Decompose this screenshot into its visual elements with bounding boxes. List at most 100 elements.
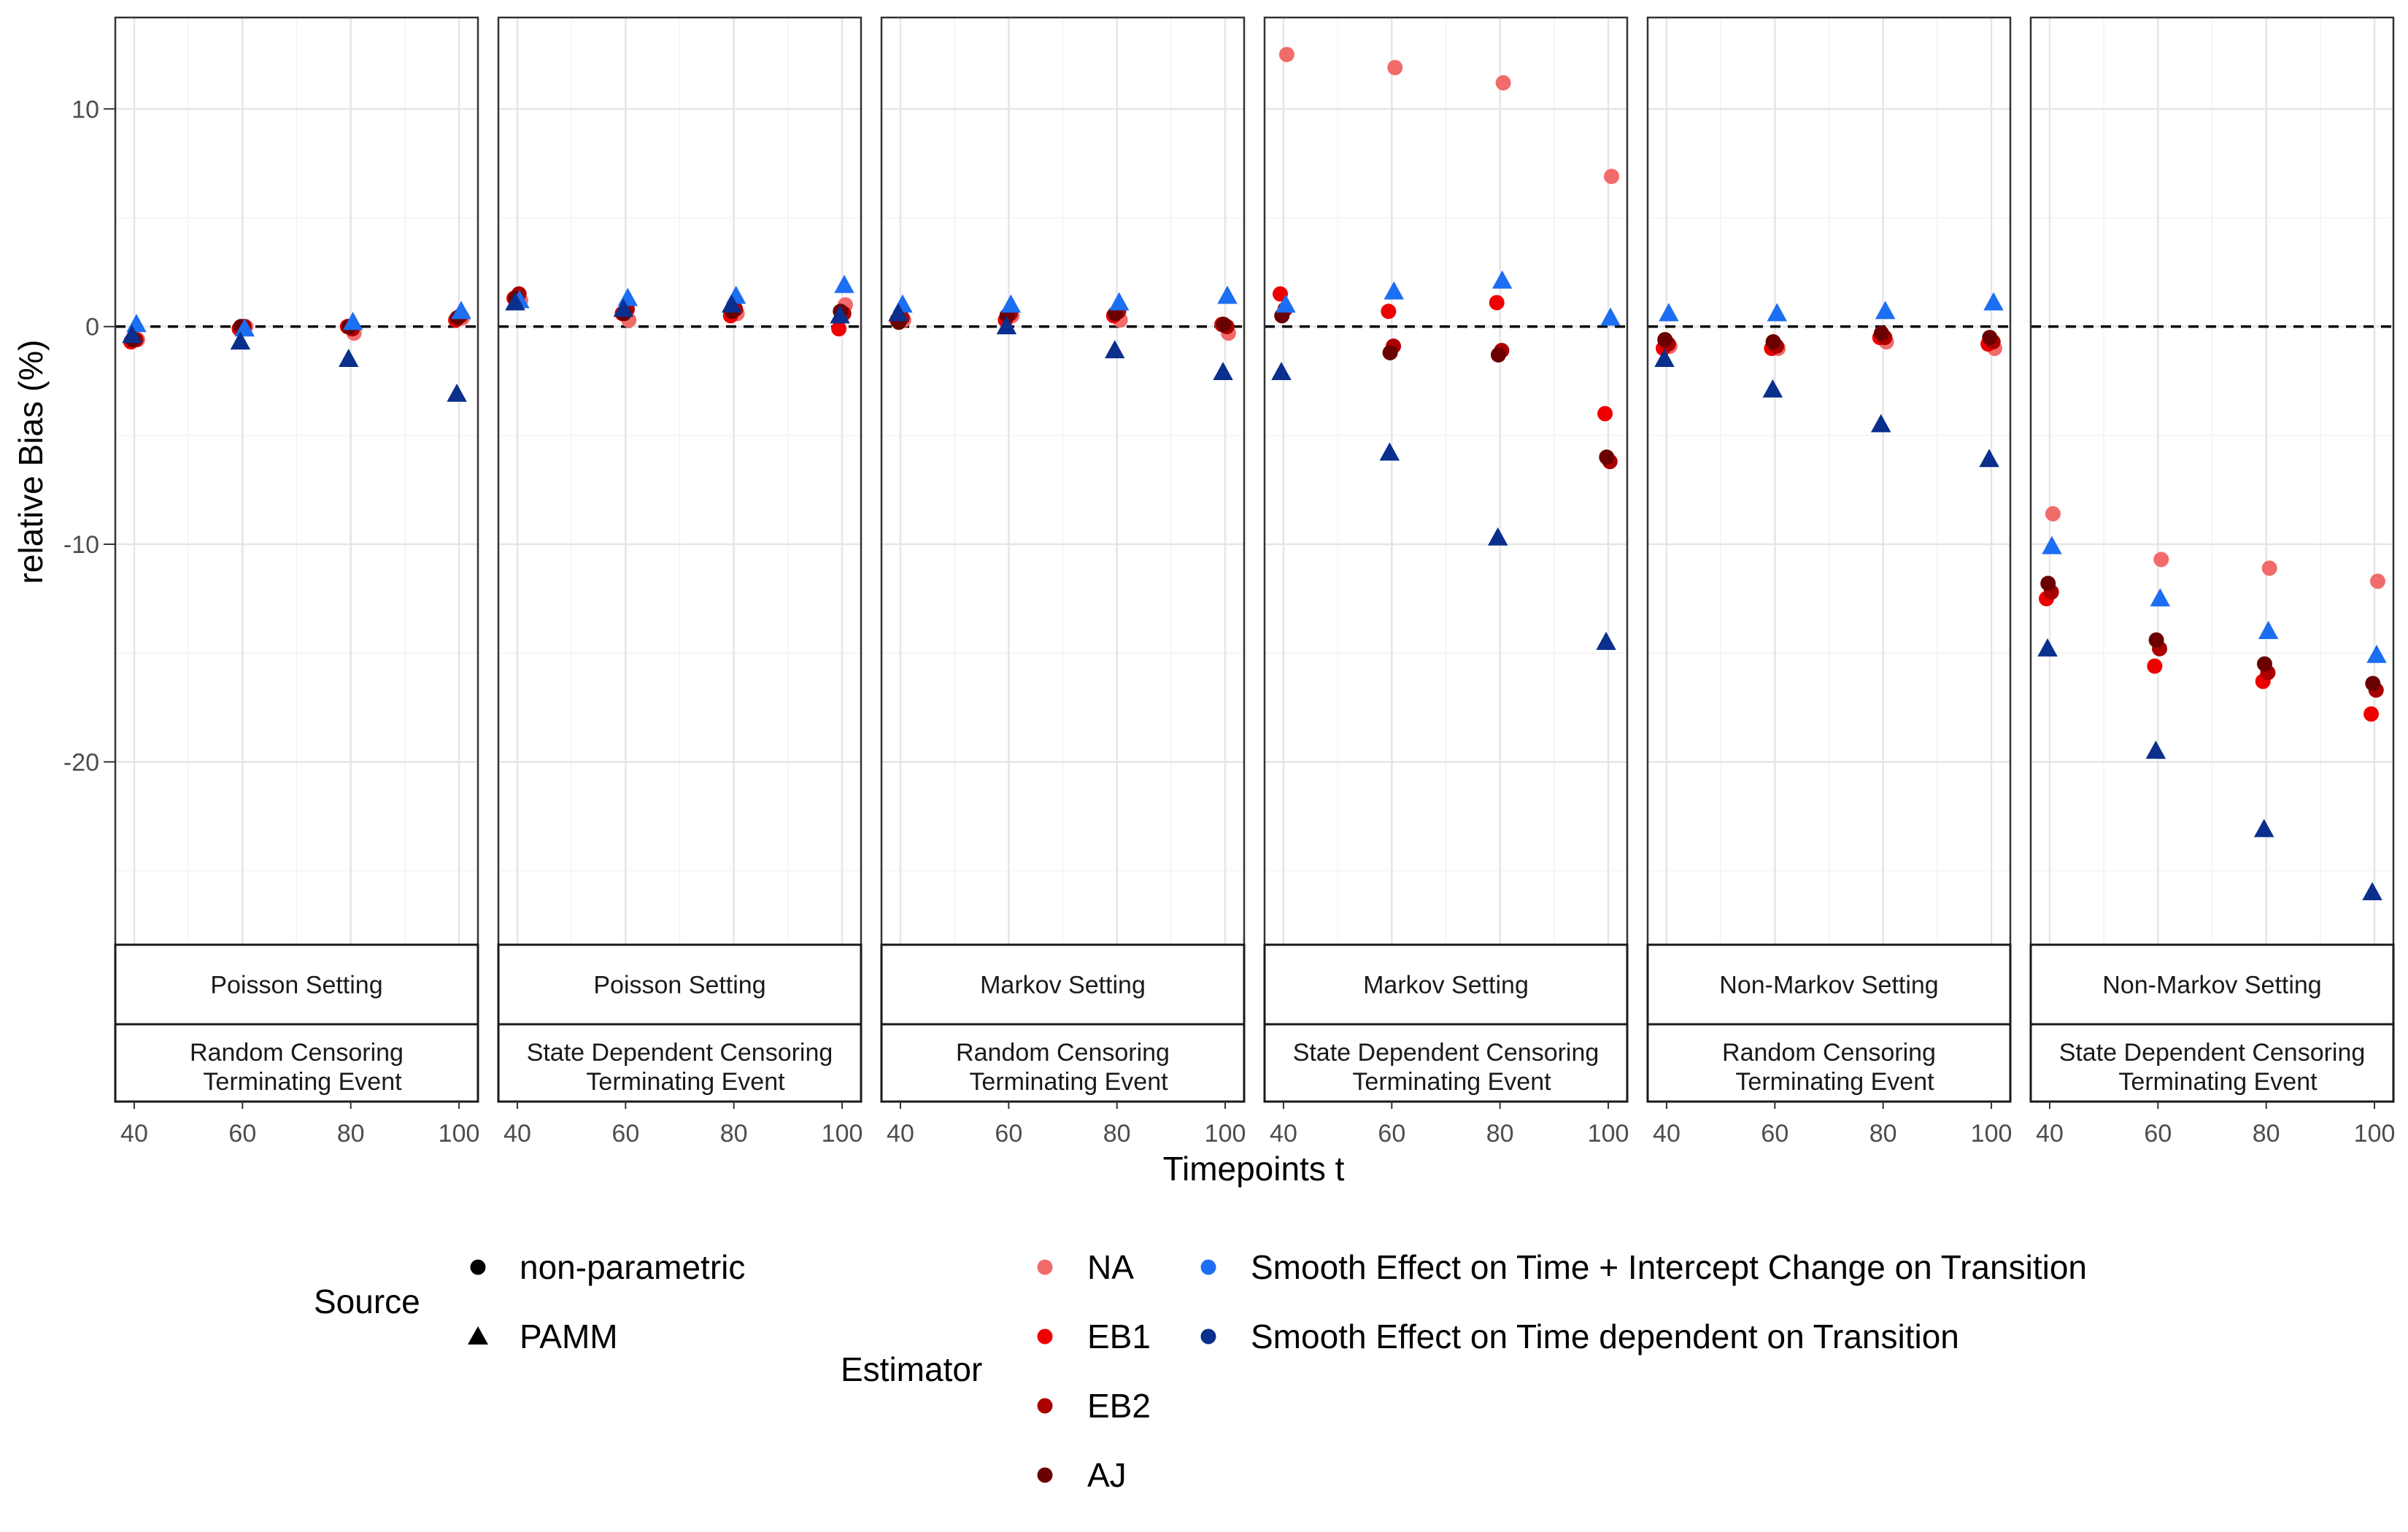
- data-point-smooth-effect-on-time-dependent-on-transition: [1213, 361, 1233, 380]
- data-point-smooth-effect-on-time-dependent-on-transition: [613, 298, 634, 317]
- x-tick-label: 40: [120, 1120, 148, 1148]
- strip-bottom-box: [114, 1023, 479, 1103]
- data-point-aj: [1765, 334, 1781, 350]
- data-point-smooth-effect-on-time-dependent-on-transition: [888, 303, 908, 322]
- data-point-eb1: [2363, 706, 2380, 722]
- data-point-smooth-effect-on-time-intercept-change-on-transition: [1492, 270, 1513, 289]
- data-point-smooth-effect-on-time-dependent-on-transition: [447, 383, 467, 402]
- y-axis-title: relative Bias (%): [12, 340, 50, 584]
- data-point-aj: [1657, 332, 1673, 348]
- strip-top-box: [880, 943, 1246, 1026]
- x-tick-label: 80: [1486, 1120, 1514, 1148]
- data-point-smooth-effect-on-time-dependent-on-transition: [830, 305, 850, 324]
- legend-estimator-entries: NA EB1 EB2 AJ Smooth Effect on Time + Interc…: [1037, 1248, 2087, 1494]
- data-point-aj: [1599, 449, 1615, 465]
- y-axis: 10 0 -10 -20: [63, 96, 115, 776]
- strip-bottom-label-line2: Terminating Event: [203, 1068, 402, 1096]
- data-point-smooth-effect-on-time-intercept-change-on-transition: [1384, 281, 1405, 300]
- strip-bottom-label-line2: Terminating Event: [1735, 1068, 1934, 1096]
- legend-key-smooth-effect-on-time-dependent-on-transition: [1200, 1328, 1216, 1345]
- legend-key-na: [1037, 1259, 1053, 1275]
- data-point-smooth-effect-on-time-intercept-change-on-transition: [2042, 535, 2062, 554]
- data-point-na: [1603, 169, 1619, 185]
- legend-label-na: NA: [1087, 1248, 1134, 1286]
- y-tick-label: 10: [72, 96, 99, 123]
- x-tick-label: 80: [337, 1120, 365, 1148]
- legend-key-eb2: [1037, 1398, 1053, 1414]
- data-point-aj: [1382, 344, 1398, 360]
- data-point-smooth-effect-on-time-dependent-on-transition: [2145, 740, 2166, 759]
- data-point-aj: [2256, 656, 2272, 672]
- strip-bottom-box: [2029, 1023, 2395, 1103]
- y-tick-label: -20: [63, 748, 99, 776]
- data-point-eb1: [2147, 658, 2163, 674]
- strip-top-label: Non-Markov Setting: [1719, 972, 1938, 999]
- x-tick-label: 40: [503, 1120, 531, 1148]
- data-point-na: [2045, 506, 2061, 522]
- data-point-smooth-effect-on-time-intercept-change-on-transition: [2366, 644, 2387, 663]
- legend-key-eb1: [1037, 1328, 1053, 1345]
- legend-source-entries: non-parametric PAMM: [468, 1248, 745, 1355]
- data-point-eb1: [1489, 295, 1505, 311]
- data-point-smooth-effect-on-time-intercept-change-on-transition: [1983, 292, 2004, 311]
- data-point-smooth-effect-on-time-dependent-on-transition: [1979, 449, 1999, 468]
- data-point-smooth-effect-on-time-dependent-on-transition: [338, 349, 359, 368]
- data-point-aj: [1216, 317, 1232, 333]
- legend-key-pamm: [468, 1326, 488, 1345]
- data-point-smooth-effect-on-time-dependent-on-transition: [1870, 414, 1891, 433]
- data-point-smooth-effect-on-time-intercept-change-on-transition: [1767, 303, 1788, 322]
- data-point-smooth-effect-on-time-dependent-on-transition: [1271, 361, 1292, 380]
- data-point-aj: [2040, 576, 2056, 592]
- x-tick-label: 60: [611, 1120, 639, 1148]
- legend-label-eb2: EB2: [1087, 1387, 1151, 1425]
- data-point-smooth-effect-on-time-intercept-change-on-transition: [834, 274, 854, 293]
- data-point-na: [1278, 47, 1294, 63]
- strip-bottom-label-line2: Terminating Event: [586, 1068, 785, 1096]
- y-tick-label: 0: [85, 314, 99, 341]
- facet-panel-4: Markov Setting State Dependent CensoringT…: [1263, 16, 1629, 1148]
- data-point-aj: [2148, 632, 2164, 648]
- legend-label-smooth-effect-on-time-dependent-on-transition: Smooth Effect on Time dependent on Trans…: [1251, 1318, 1959, 1355]
- data-point-smooth-effect-on-time-intercept-change-on-transition: [451, 301, 471, 320]
- x-tick-label: 100: [1971, 1120, 2013, 1148]
- data-point-smooth-effect-on-time-intercept-change-on-transition: [1659, 303, 1679, 322]
- x-tick-label: 40: [1653, 1120, 1680, 1148]
- x-tick-label: 40: [1270, 1120, 1297, 1148]
- strip-bottom-label-line1: State Dependent Censoring: [527, 1039, 833, 1067]
- legend-label-pamm: PAMM: [520, 1318, 618, 1355]
- strip-top-label: Poisson Setting: [593, 972, 765, 999]
- legend: Source Estimator non-parametric PAMM NA EB…: [314, 1248, 2087, 1494]
- facet-panel-6: Non-Markov Setting State Dependent Censor…: [2029, 16, 2396, 1148]
- strip-bottom-box: [497, 1023, 863, 1103]
- x-tick-label: 80: [720, 1120, 748, 1148]
- data-point-smooth-effect-on-time-dependent-on-transition: [1104, 340, 1125, 359]
- data-point-na: [2153, 552, 2169, 568]
- legend-label-eb1: EB1: [1087, 1318, 1151, 1355]
- data-point-smooth-effect-on-time-dependent-on-transition: [1596, 631, 1616, 650]
- data-point-aj: [1873, 325, 1889, 341]
- legend-key-smooth-effect-on-time-intercept-change-on-transition: [1200, 1259, 1216, 1275]
- x-tick-label: 100: [1588, 1120, 1629, 1148]
- x-tick-label: 80: [2253, 1120, 2280, 1148]
- data-point-smooth-effect-on-time-intercept-change-on-transition: [1217, 285, 1238, 304]
- data-point-smooth-effect-on-time-dependent-on-transition: [2253, 819, 2274, 837]
- data-point-smooth-effect-on-time-intercept-change-on-transition: [234, 318, 255, 337]
- data-point-smooth-effect-on-time-dependent-on-transition: [505, 292, 525, 311]
- x-tick-label: 40: [2036, 1120, 2064, 1148]
- legend-key-aj: [1037, 1467, 1053, 1483]
- strip-top-label: Poisson Setting: [210, 972, 382, 999]
- data-point-smooth-effect-on-time-dependent-on-transition: [2362, 882, 2382, 901]
- data-point-smooth-effect-on-time-intercept-change-on-transition: [1108, 292, 1130, 311]
- data-point-smooth-effect-on-time-dependent-on-transition: [230, 331, 251, 350]
- strip-bottom-label-line1: Random Censoring: [190, 1039, 404, 1067]
- data-point-smooth-effect-on-time-dependent-on-transition: [721, 294, 742, 313]
- legend-label-non-parametric: non-parametric: [520, 1248, 745, 1286]
- strip-top-box: [1263, 943, 1629, 1026]
- data-point-aj: [1490, 347, 1506, 363]
- strip-bottom-label-line1: State Dependent Censoring: [2059, 1039, 2366, 1067]
- data-point-smooth-effect-on-time-dependent-on-transition: [1762, 379, 1783, 398]
- x-tick-label: 100: [2354, 1120, 2396, 1148]
- strip-bottom-label-line1: State Dependent Censoring: [1293, 1039, 1599, 1067]
- strip-bottom-label-line2: Terminating Event: [969, 1068, 1168, 1096]
